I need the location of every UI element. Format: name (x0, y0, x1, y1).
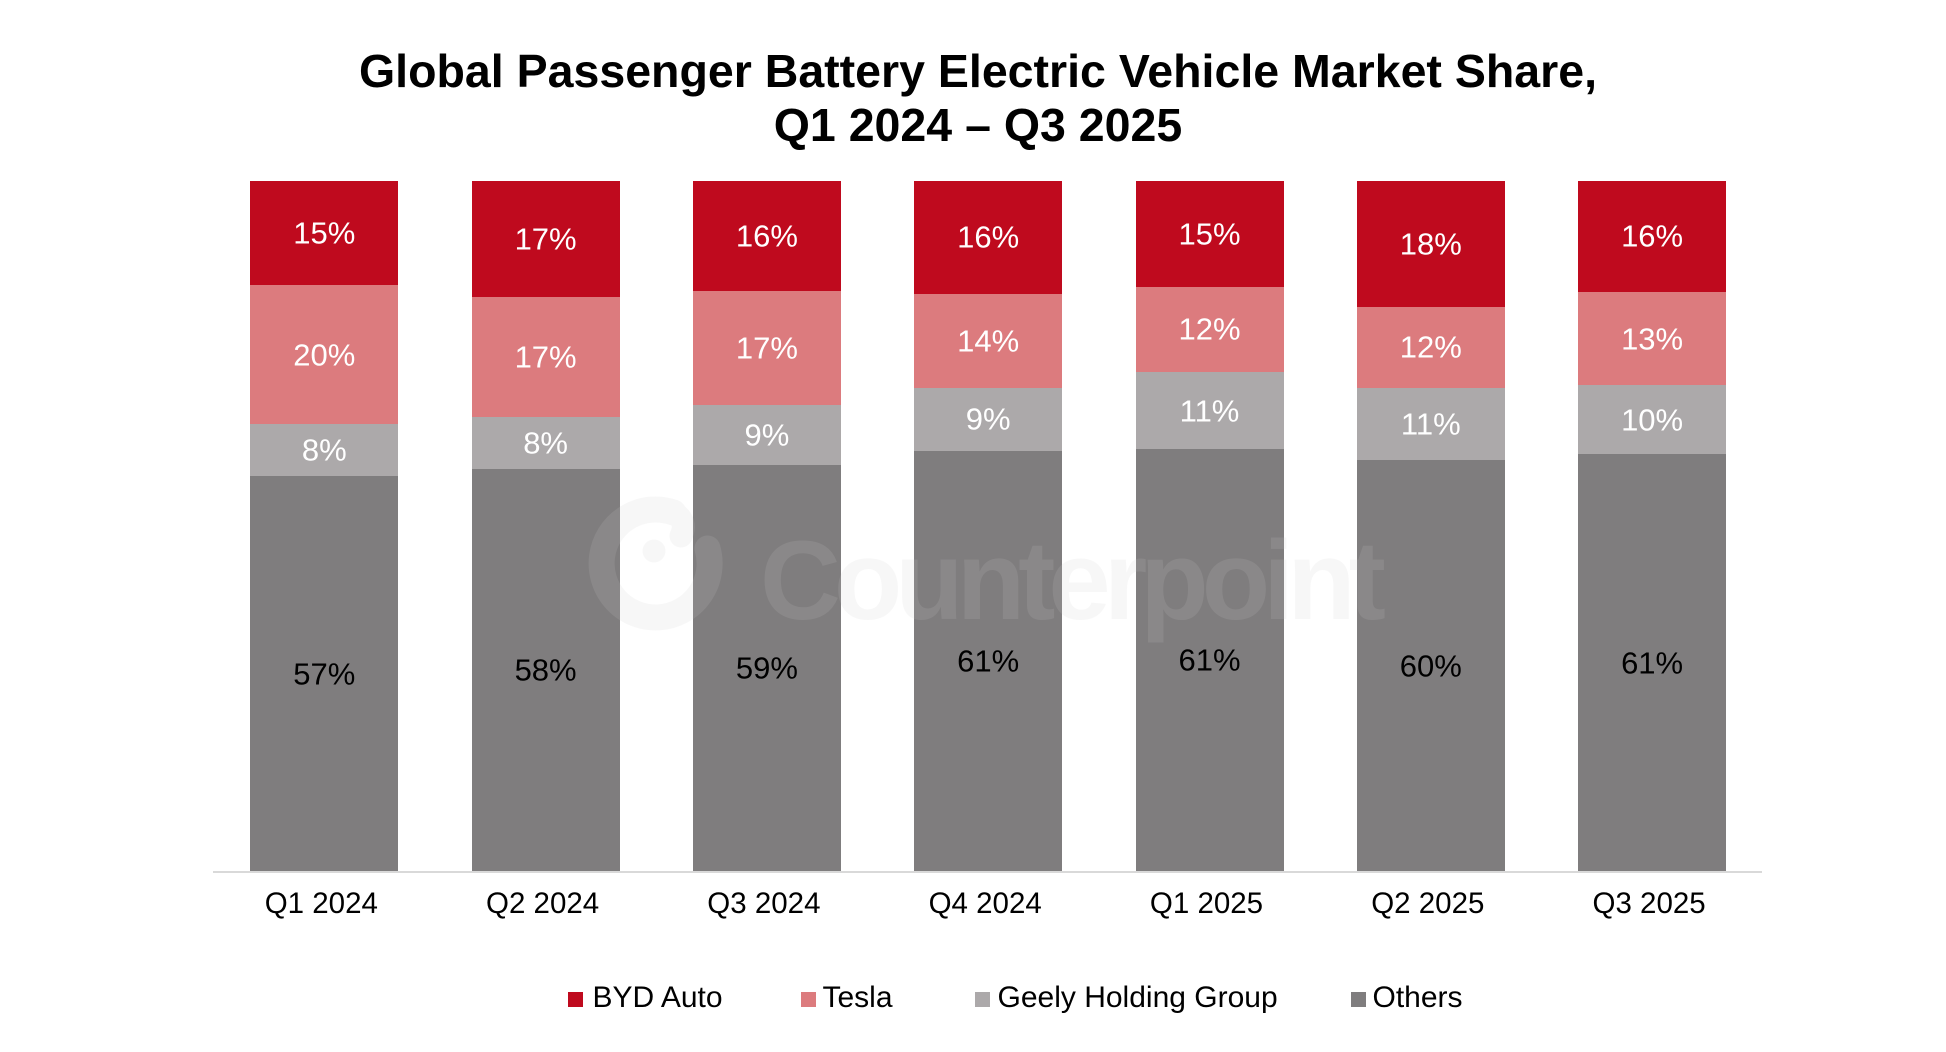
svg-text:Counterpoint: Counterpoint (760, 518, 1385, 643)
